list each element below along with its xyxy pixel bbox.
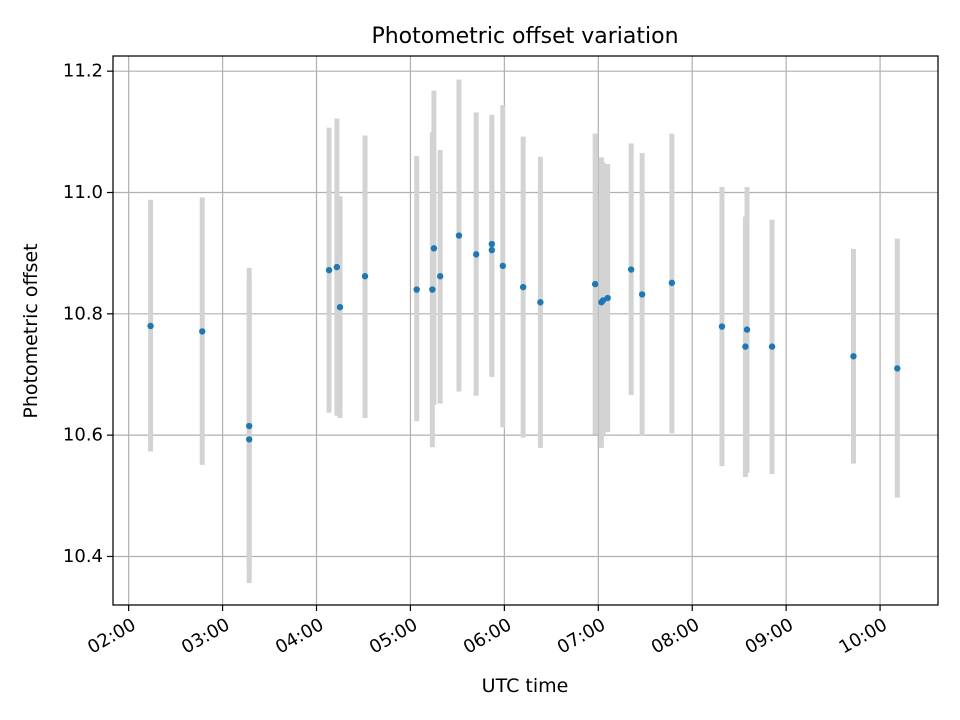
chart-title: Photometric offset variation xyxy=(371,24,678,49)
data-point xyxy=(718,323,726,330)
y-tick-label: 10.6 xyxy=(63,425,103,446)
data-point xyxy=(894,365,901,372)
data-point xyxy=(499,262,507,270)
data-point xyxy=(455,232,463,239)
data-point xyxy=(604,294,611,302)
data-point xyxy=(430,245,438,252)
data-point xyxy=(599,297,607,304)
data-point xyxy=(245,436,253,443)
data-point xyxy=(537,299,544,306)
data-point xyxy=(668,279,676,287)
data-point xyxy=(199,328,206,335)
data-point xyxy=(245,422,253,430)
data-point xyxy=(472,251,480,258)
data-point xyxy=(436,273,444,280)
y-tick-label: 10.8 xyxy=(63,303,103,324)
data-point xyxy=(333,263,341,271)
x-axis-label: UTC time xyxy=(482,675,569,697)
data-points xyxy=(147,232,901,443)
data-point xyxy=(591,280,599,288)
data-point xyxy=(743,326,751,333)
y-axis-ticks: 10.4 10.6 10.8 11.0 11.2 xyxy=(63,61,113,567)
y-tick-label: 10.4 xyxy=(63,546,103,567)
y-axis-label: Photometric offset xyxy=(20,243,42,418)
data-point xyxy=(742,343,749,350)
plot-frame xyxy=(112,55,939,606)
data-point xyxy=(413,286,420,293)
data-point xyxy=(361,273,369,280)
data-point xyxy=(768,343,776,350)
data-point xyxy=(429,286,436,293)
data-point xyxy=(147,322,154,330)
data-point xyxy=(488,246,496,254)
data-point xyxy=(488,240,496,248)
data-point xyxy=(325,266,333,274)
y-tick-label: 11.2 xyxy=(63,61,103,82)
data-point xyxy=(638,291,646,298)
data-point xyxy=(519,283,527,291)
y-tick-label: 11.0 xyxy=(63,182,103,203)
data-point xyxy=(850,353,857,360)
data-point xyxy=(627,266,635,273)
data-point xyxy=(336,303,344,311)
